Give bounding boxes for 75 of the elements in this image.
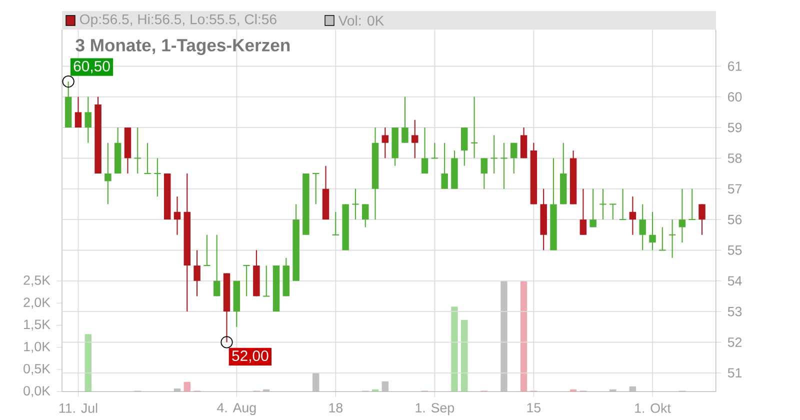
y-tick-label: 52 (728, 337, 742, 347)
candlestick (510, 142, 518, 174)
y-tick-label: 58 (728, 153, 742, 163)
x-tick-label: 18 (329, 403, 343, 413)
candlestick (608, 204, 617, 220)
bar (461, 320, 468, 392)
candlestick (412, 119, 418, 159)
candlestick (104, 142, 112, 205)
candlestick (639, 204, 646, 251)
candlestick (430, 142, 439, 159)
candlestick (352, 188, 360, 220)
candlestick (203, 234, 211, 266)
candlestick (154, 158, 162, 198)
x-tick-label: 4. Aug (217, 403, 256, 416)
y2-tick-label: 2,5K (24, 275, 50, 287)
x-tick-label: 15 (527, 403, 541, 412)
candlestick (144, 142, 152, 174)
y2-tick-label: 1,5K (24, 320, 50, 331)
candlestick (599, 188, 607, 220)
candlestick (618, 188, 627, 220)
y2-tick-label: 2,0K (24, 298, 50, 309)
candlestick (461, 126, 468, 166)
candlestick (332, 211, 340, 236)
annotation: 60,50 (74, 60, 110, 74)
y2-tick-label: 1,0K (24, 342, 50, 353)
candlestick (629, 196, 636, 236)
y-tick-label: 53 (728, 306, 742, 316)
bar (184, 382, 191, 392)
candlestick (678, 188, 686, 244)
y-tick-label: 57 (728, 184, 742, 194)
y-tick-label: 54 (728, 276, 742, 286)
candlestick (490, 134, 498, 174)
y-tick-label: 51 (728, 368, 742, 378)
y2-tick-label: 0,5K (24, 364, 50, 375)
chart-title: 3 Monate, 1-Tages-Kerzen (76, 39, 290, 55)
candlestick (213, 234, 220, 297)
candlestick (134, 126, 142, 174)
candlestick (262, 265, 270, 297)
candlestick (480, 158, 488, 190)
text: Op:56.5, Hi:56.5, Lo:55.5, Cl:56 (80, 14, 276, 28)
candlestick (84, 96, 92, 144)
bar (84, 334, 92, 392)
y-tick-label: 56 (728, 214, 742, 224)
y-tick-label: 61 (728, 61, 742, 71)
y-tick-label: 59 (728, 122, 742, 132)
y2-tick-label: 0,0K (24, 386, 50, 398)
candlestick (698, 204, 706, 236)
candlestick (312, 173, 320, 205)
bar (451, 306, 458, 392)
candlestick (590, 188, 596, 228)
candlestick (242, 265, 250, 297)
x-tick-label: 1. Okt (635, 403, 671, 413)
y-tick-label: 55 (728, 246, 742, 255)
candlestick (649, 211, 656, 251)
candlestick (382, 126, 389, 159)
candlestick (668, 219, 676, 258)
bar (520, 280, 528, 392)
candlestick (174, 196, 181, 236)
candlestick (421, 126, 428, 174)
candlestick (520, 126, 528, 159)
candlestick (500, 142, 508, 190)
annotation: 52,00 (232, 350, 268, 363)
candlestick (470, 96, 478, 159)
candlestick (580, 188, 587, 236)
candlestick (688, 188, 696, 220)
candlestick (362, 204, 369, 228)
x-tick-label: 11. Jul (59, 403, 98, 413)
candlestick (74, 96, 82, 128)
candlestick (441, 142, 448, 190)
x-tick-label: 1. Sep (416, 403, 454, 416)
candlestick (658, 226, 666, 251)
y-tick-label: 60 (728, 92, 742, 102)
text: Vol: 0K (338, 15, 384, 26)
candlestick (194, 250, 200, 297)
candlestick (402, 96, 408, 144)
